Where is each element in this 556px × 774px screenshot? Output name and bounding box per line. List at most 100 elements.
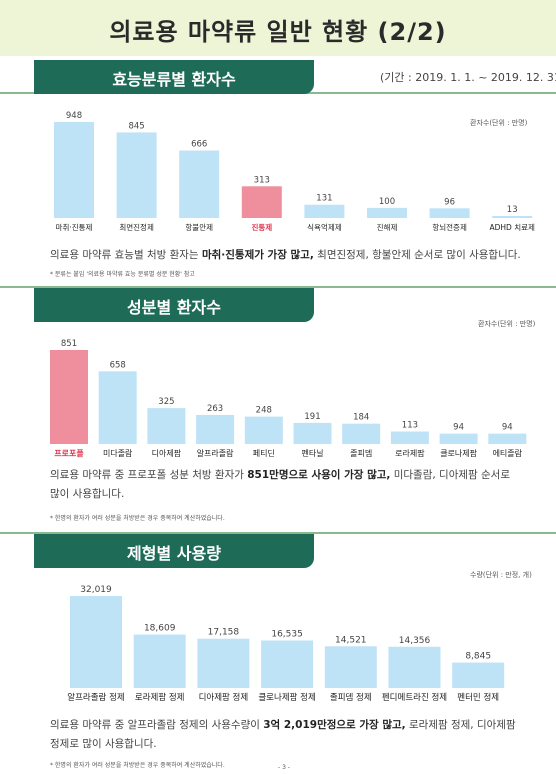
- bar: [244, 416, 283, 444]
- description-bold: 마취·진통제가 가장 많고,: [201, 249, 314, 261]
- category-label: 펜타닐: [301, 448, 323, 458]
- section-divider: [0, 532, 556, 534]
- data-label: 32,019: [80, 585, 112, 595]
- section-title: 성분별 환자수: [127, 298, 221, 317]
- section-title: 효능분류별 환자수: [112, 70, 236, 89]
- bar: [98, 371, 137, 444]
- bar: [54, 122, 94, 218]
- bar: [70, 596, 122, 688]
- data-label: 666: [191, 140, 207, 150]
- description-text: 의료용 마약류 효능별 처방 환자는: [50, 249, 202, 261]
- data-label: 14,356: [399, 636, 431, 646]
- category-label: 펜터민 정제: [457, 692, 499, 703]
- footnote: * 한명의 환자가 여러 성분을 처방받은 경우 중복하여 계산하였습니다.: [50, 762, 225, 769]
- data-label: 191: [304, 412, 320, 422]
- section-description: 의료용 마약류 중 알프라졸람 정제의 사용수량이 3억 2,019만정으로 가…: [50, 716, 520, 754]
- page-marker: - 3 -: [278, 764, 290, 771]
- description-text: 최면진정제, 항불안제 순서로 많이 사용합니다.: [313, 249, 521, 261]
- bar: [50, 350, 88, 444]
- data-label: 17,158: [208, 628, 240, 638]
- category-label: 알프라졸람: [197, 448, 234, 458]
- bar: [179, 150, 220, 218]
- category-label: 마취·진통제: [56, 222, 93, 232]
- section-description: 의료용 마약류 중 프로포폴 성분 처방 환자가 851만명으로 사용이 가장 …: [50, 466, 520, 504]
- data-label: 658: [110, 360, 126, 370]
- footnote: * 한명의 환자가 여러 성분을 처방받은 경우 중복하여 계산하였습니다.: [50, 515, 225, 522]
- category-label: 졸피뎀: [350, 448, 372, 458]
- title-bar: 의료용 마약류 일반 현황 (2/2): [0, 0, 556, 56]
- section-header-efficacy: 효능분류별 환자수: [34, 60, 314, 94]
- bar: [196, 414, 235, 444]
- bar: [241, 186, 282, 218]
- category-label: 디아제팜 정제: [199, 692, 249, 703]
- category-label: 최면진정제: [119, 222, 154, 232]
- category-label: 클로나제팜: [440, 448, 477, 458]
- category-label: 항뇌전증제: [432, 222, 467, 232]
- category-label: 에티졸람: [493, 449, 523, 458]
- data-label: 94: [453, 423, 464, 433]
- data-label: 94: [502, 423, 513, 433]
- data-label: 845: [128, 121, 144, 131]
- bar: [452, 662, 505, 688]
- bar: [261, 640, 314, 688]
- data-label: 14,521: [335, 635, 367, 645]
- section-divider: [0, 286, 556, 288]
- ingredient-bar-chart: 851 프로포폴 658 미다졸람 325 디아제팜 263 알프라졸람 248 페티딘 191 펜타…: [50, 339, 527, 458]
- section-title: 제형별 사용량: [127, 544, 221, 563]
- unit-label: 수량(단위 : 만정, 개): [470, 571, 532, 579]
- data-label: 948: [66, 111, 82, 121]
- period-label: (기간 : 2019. 1. 1. ~ 2019. 12. 31.: [380, 71, 556, 84]
- category-label: 알프라졸람 정제: [67, 692, 124, 703]
- description-bold: 851만명으로 사용이 가장 많고,: [247, 469, 391, 481]
- data-label: 18,609: [144, 624, 176, 634]
- formulation-bar-chart: 32,019 알프라졸람 정제 18,609 로라제팜 정제 17,158 디아제팜 정제…: [67, 585, 505, 703]
- category-label: 진해제: [377, 222, 398, 232]
- category-label: 항불안제: [185, 222, 213, 232]
- bar: [147, 408, 186, 444]
- bar: [390, 431, 429, 444]
- category-label: 로라제팜: [395, 448, 425, 458]
- footnote: * 분류는 붙임 '의료용 마약류 효능 분류별 성분 현황' 참고: [50, 271, 195, 278]
- bar: [342, 423, 381, 444]
- section-description: 의료용 마약류 효능별 처방 환자는 마취·진통제가 가장 많고, 최면진정제,…: [50, 246, 530, 265]
- data-label: 263: [207, 404, 223, 414]
- category-label: 프로포폴: [54, 448, 84, 458]
- data-label: 851: [61, 339, 77, 349]
- unit-label: 환자수(단위 : 만명): [470, 119, 528, 127]
- category-label: 펜디메트라진 정제: [382, 692, 447, 703]
- data-label: 113: [402, 421, 418, 431]
- data-label: 16,535: [271, 629, 303, 639]
- section-header-formulation: 제형별 사용량: [34, 534, 314, 568]
- category-label: 진통제: [251, 222, 272, 232]
- description-text: 로라제팜 정제, 디아제팜 정제로 많이 사용합니다.: [50, 719, 516, 750]
- data-label: 325: [158, 397, 174, 407]
- bar: [492, 216, 533, 218]
- category-label: 미다졸람: [103, 449, 133, 458]
- category-label: 졸피뎀 정제: [330, 692, 372, 703]
- bar: [324, 646, 377, 688]
- data-label: 184: [353, 413, 369, 423]
- category-label: 페티딘: [253, 448, 275, 458]
- category-label: 식욕억제제: [307, 223, 342, 232]
- section-header-ingredient: 성분별 환자수: [34, 288, 314, 322]
- unit-label: 환자수(단위 : 만명): [478, 320, 536, 328]
- bar: [304, 204, 345, 218]
- description-text: 의료용 마약류 중 알프라졸람 정제의 사용수량이: [50, 719, 264, 731]
- bar: [488, 433, 527, 444]
- description-text: 의료용 마약류 중 프로포폴 성분 처방 환자가: [50, 469, 248, 481]
- data-label: 13: [507, 205, 518, 215]
- bar: [197, 638, 250, 688]
- description-text: 미다졸람, 디아제팜 순서로 많이 사용합니다.: [50, 469, 511, 500]
- bar: [439, 433, 478, 444]
- bar: [429, 208, 470, 218]
- data-label: 131: [316, 194, 332, 204]
- category-label: 디아제팜: [152, 448, 182, 458]
- bar: [388, 646, 441, 688]
- category-label: 로라제팜 정제: [135, 692, 185, 703]
- data-label: 96: [444, 197, 455, 207]
- data-label: 313: [254, 175, 270, 185]
- data-label: 100: [379, 197, 395, 207]
- bar: [133, 634, 186, 688]
- bar: [116, 132, 157, 218]
- efficacy-bar-chart: 948 마취·진통제 845 최면진정제 666 항불안제 313 진통제 131 식욕억제제 10…: [54, 111, 535, 232]
